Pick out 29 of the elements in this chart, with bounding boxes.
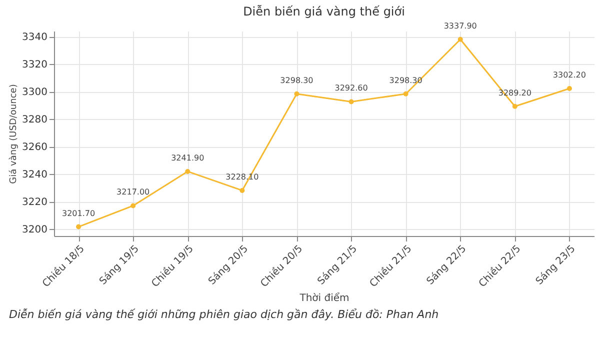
y-tick-label: 3240 bbox=[22, 170, 48, 181]
point bbox=[458, 36, 463, 42]
data-label: 3201.70 bbox=[62, 208, 96, 218]
point bbox=[512, 104, 518, 109]
y-tick-label: 3200 bbox=[22, 224, 48, 236]
point bbox=[130, 203, 136, 208]
data-label: 3298.30 bbox=[280, 76, 314, 85]
point bbox=[294, 91, 300, 96]
x-axis-title: Thời điểm bbox=[298, 292, 350, 304]
y-tick-label: 3300 bbox=[22, 87, 48, 98]
point bbox=[185, 168, 190, 174]
data-label: 3217.00 bbox=[116, 188, 150, 197]
point bbox=[566, 86, 572, 92]
data-label: 3302.20 bbox=[552, 70, 586, 80]
y-tick-label: 3260 bbox=[22, 142, 48, 154]
data-label: 3241.90 bbox=[171, 153, 204, 162]
y-tick-label: 3340 bbox=[22, 32, 48, 44]
point bbox=[403, 91, 408, 96]
y-tick-label: 3220 bbox=[22, 197, 48, 208]
text: Diễn biến giá vàng thế giới những phiên giao dịch gần đây. Biểu đồ: Phan Anh bbox=[9, 308, 439, 321]
y-tick-label: 3320 bbox=[22, 60, 48, 71]
y-axis-title: Giá vàng (USD/ounce) bbox=[8, 84, 20, 184]
chart-title: Diễn biến giá vàng thế giới bbox=[243, 4, 405, 18]
point bbox=[348, 99, 354, 104]
data-label: 3337.90 bbox=[444, 21, 477, 30]
y-tick-label: 3280 bbox=[22, 114, 48, 126]
data-label: 3292.60 bbox=[334, 84, 368, 93]
point bbox=[76, 224, 82, 230]
point bbox=[240, 188, 245, 193]
